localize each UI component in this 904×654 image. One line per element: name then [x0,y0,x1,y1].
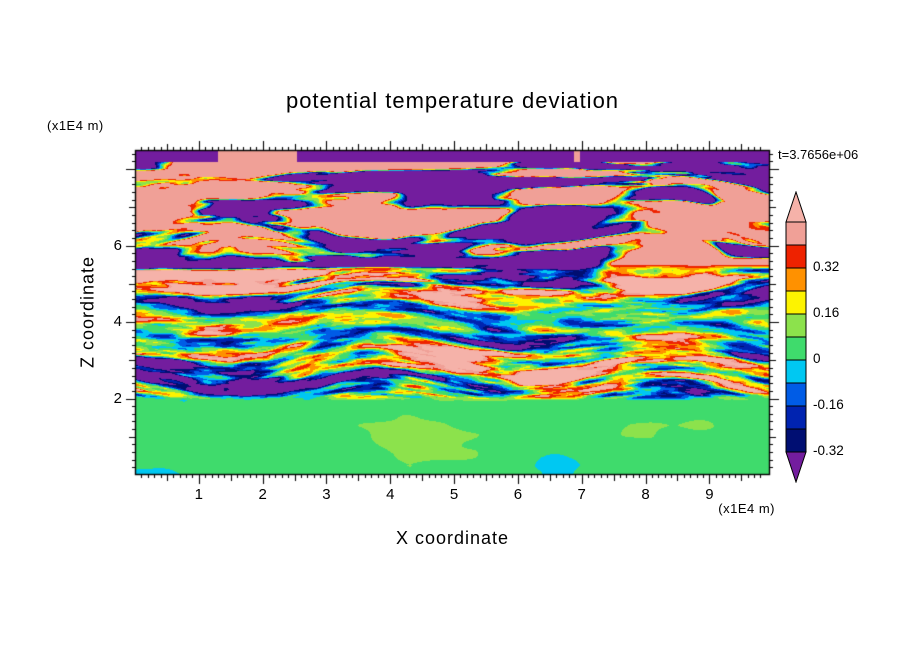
x-tick-label: 6 [513,486,523,503]
x-tick-label: 1 [194,486,203,503]
colorbar-segment [785,428,807,453]
colorbar-segment [785,359,807,384]
colorbar-label: -0.32 [813,443,844,458]
colorbar-segment [785,221,807,246]
colorbar-label: 0 [813,351,821,366]
colorbar-label: 0.32 [813,259,840,274]
colorbar-segment [785,382,807,407]
x-tick-label: 5 [449,486,459,503]
z-axis-unit-label: (x1E4 m) [47,118,104,133]
x-tick-label: 7 [577,486,586,503]
colorbar-segment [785,336,807,361]
colorbar-segment [785,267,807,292]
x-axis-unit-label: (x1E4 m) [718,501,775,516]
x-tick-label: 8 [641,486,650,503]
x-axis-title: X coordinate [395,528,510,548]
z-tick-label: 4 [113,313,122,331]
chart-title: potential temperature deviation [285,88,620,113]
colorbar-segment [785,244,807,269]
x-tick-label: 2 [258,486,267,503]
colorbar-label: -0.16 [813,397,844,412]
x-tick-label: 9 [705,486,714,503]
colorbar [785,191,807,483]
x-tick-label: 4 [386,486,395,503]
colorbar-segment [785,405,807,430]
colorbar-label: 0.16 [813,305,840,320]
z-axis-title: Z coordinate [77,255,98,369]
z-tick-label: 2 [113,389,122,407]
heatmap-plot [105,122,805,512]
colorbar-segment [785,313,807,338]
x-tick-label: 3 [322,486,331,503]
colorbar-segment [785,290,807,315]
z-tick-label: 6 [113,236,122,254]
colorbar-bottom-arrow [785,451,807,483]
colorbar-top-arrow [785,191,807,223]
